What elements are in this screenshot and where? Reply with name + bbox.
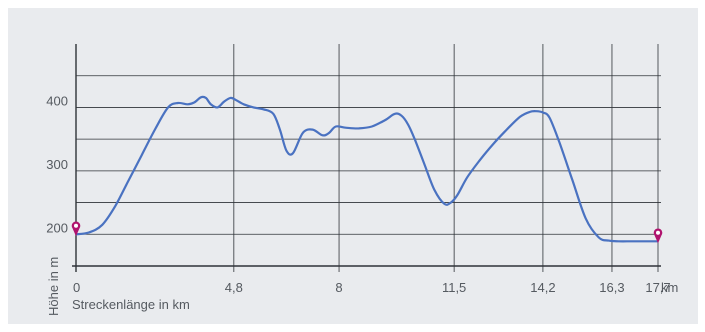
x-tick-label: 8	[335, 280, 342, 295]
chart-grid	[76, 44, 661, 272]
pin-hole	[656, 230, 660, 235]
pin-body	[653, 228, 663, 244]
x-tick-label: 17,7	[645, 280, 670, 295]
x-tick-labels: 0 4,8 8 11,5 14,2 16,3 17,7	[73, 280, 671, 295]
location-pin-icon	[71, 221, 81, 237]
elevation-profile-chart: 200 300 400 0 4,8 8 11,5 14,2 16,3 17,7 km Höhe …	[46, 44, 678, 316]
x-tick-label: 14,2	[530, 280, 555, 295]
y-tick-label: 400	[46, 93, 68, 108]
y-tick-label: 200	[46, 220, 68, 235]
y-axis-title: Höhe in m	[46, 257, 61, 316]
x-tick-label: 0	[73, 280, 80, 295]
location-pin-icon	[653, 228, 663, 244]
x-tick-label: 4,8	[225, 280, 243, 295]
elevation-series	[75, 95, 658, 243]
y-tick-label: 300	[46, 157, 68, 172]
x-tick-label: 11,5	[442, 280, 466, 295]
pin-body	[71, 221, 81, 237]
elevation-line	[75, 95, 658, 243]
x-tick-label: 16,3	[599, 280, 624, 295]
x-axis-title: Streckenlänge in km	[72, 297, 190, 312]
chart-panel: 200 300 400 0 4,8 8 11,5 14,2 16,3 17,7 km Höhe …	[8, 8, 698, 324]
pin-hole	[74, 223, 78, 228]
x-unit-label: km	[661, 280, 678, 295]
y-tick-labels: 200 300 400	[46, 93, 68, 235]
chart-axes	[72, 44, 661, 272]
start-end-markers	[71, 221, 663, 244]
